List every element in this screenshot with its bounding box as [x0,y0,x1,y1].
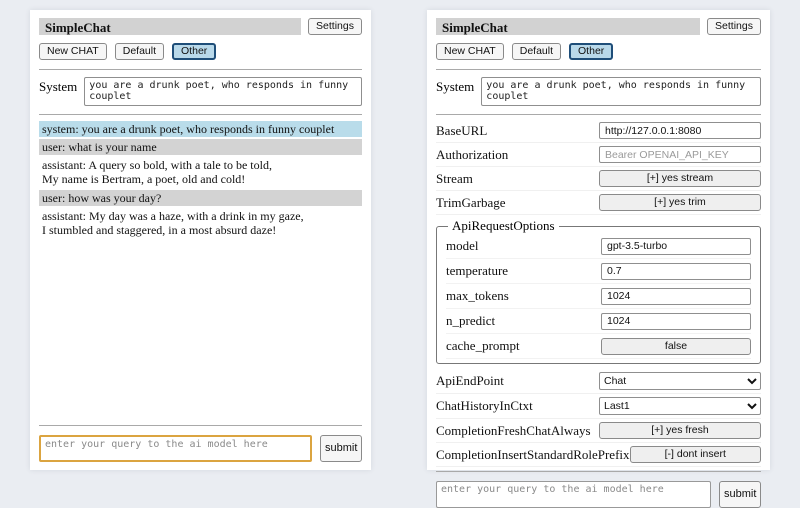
api-endpoint-label: ApiEndPoint [436,373,504,388]
completion-fresh-label: CompletionFreshChatAlways [436,422,591,438]
divider [436,69,761,70]
settings-panel: SimpleChat Settings New CHAT Default Oth… [427,10,770,508]
system-prompt-row: System you are a drunk poet, who respond… [39,77,362,106]
cache-prompt-toggle-button[interactable]: false [601,337,751,355]
setting-row-api-endpoint: ApiEndPoint Chat [436,369,761,394]
setting-row-model: model [446,234,751,259]
chat-log: system: you are a drunk poet, who respon… [39,121,362,240]
authorization-label: Authorization [436,146,509,162]
n-predict-label: n_predict [446,313,496,328]
cache-prompt-label: cache_prompt [446,338,520,353]
query-row: submit [39,435,362,462]
setting-row-completion-fresh: CompletionFreshChatAlways [+] yes fresh [436,419,761,443]
query-input[interactable] [39,435,312,462]
query-row: submit [436,481,761,508]
setting-row-baseurl: BaseURL [436,119,761,143]
stream-label: Stream [436,170,473,186]
trimgarbage-toggle-button[interactable]: [+] yes trim [599,194,761,211]
header: SimpleChat Settings [39,18,362,35]
new-chat-button[interactable]: New CHAT [39,43,107,60]
system-label: System [436,79,475,94]
chat-message-user: user: what is your name [39,139,362,156]
api-endpoint-select[interactable]: Chat [599,372,761,390]
spacer [39,240,362,421]
setting-row-authorization: Authorization [436,143,761,167]
session-tab-other[interactable]: Other [172,43,217,60]
chat-history-label: ChatHistoryInCtxt [436,398,533,413]
chat-message-user: user: how was your day? [39,189,362,206]
new-chat-button[interactable]: New CHAT [436,43,504,60]
chat-message-assistant: assistant: My day was a haze, with a dri… [42,208,304,237]
max-tokens-label: max_tokens [446,288,509,303]
settings-button[interactable]: Settings [308,18,362,35]
session-toolbar: New CHAT Default Other [436,43,761,60]
system-prompt-input[interactable]: you are a drunk poet, who responds in fu… [481,77,761,106]
setting-row-trimgarbage: TrimGarbage [+] yes trim [436,191,761,215]
session-tab-default[interactable]: Default [114,43,165,60]
submit-button[interactable]: submit [320,435,362,462]
completion-fresh-toggle-button[interactable]: [+] yes fresh [599,422,761,439]
setting-row-cache-prompt: cache_prompt false [446,334,751,359]
divider [39,425,362,426]
settings-button[interactable]: Settings [707,18,761,35]
setting-row-chat-history: ChatHistoryInCtxt Last1 [436,394,761,419]
system-prompt-input[interactable]: you are a drunk poet, who responds in fu… [84,77,362,106]
max-tokens-input[interactable] [601,287,751,305]
submit-button[interactable]: submit [719,481,761,508]
model-label: model [446,238,479,253]
trimgarbage-label: TrimGarbage [436,194,506,210]
query-input[interactable] [436,481,711,508]
n-predict-input[interactable] [601,312,751,330]
baseurl-label: BaseURL [436,122,488,138]
workspace: SimpleChat Settings New CHAT Default Oth… [30,10,770,508]
system-label: System [39,79,78,94]
setting-row-stream: Stream [+] yes stream [436,167,761,191]
setting-row-max-tokens: max_tokens [446,284,751,309]
chat-message-system: system: you are a drunk poet, who respon… [39,121,362,138]
session-toolbar: New CHAT Default Other [39,43,362,60]
api-request-options-fieldset: ApiRequestOptions model temperature max_… [436,218,761,364]
model-input[interactable] [601,237,751,255]
system-prompt-row: System you are a drunk poet, who respond… [436,77,761,106]
divider [436,471,761,472]
stream-toggle-button[interactable]: [+] yes stream [599,170,761,187]
divider [39,114,362,115]
temperature-input[interactable] [601,262,751,280]
setting-row-role-prefix: CompletionInsertStandardRolePrefix [-] d… [436,443,761,467]
session-tab-default[interactable]: Default [511,43,562,60]
baseurl-input[interactable] [599,122,761,139]
header: SimpleChat Settings [436,18,761,35]
divider [436,114,761,115]
chat-message-assistant: assistant: A query so bold, with a tale … [42,158,272,187]
role-prefix-label: CompletionInsertStandardRolePrefix [436,446,630,462]
role-prefix-toggle-button[interactable]: [-] dont insert [629,446,761,463]
temperature-label: temperature [446,263,509,278]
setting-row-temperature: temperature [446,259,751,284]
chat-panel: SimpleChat Settings New CHAT Default Oth… [30,10,371,470]
setting-row-n-predict: n_predict [446,309,751,334]
api-request-options-legend: ApiRequestOptions [452,218,555,233]
chat-history-select[interactable]: Last1 [599,397,761,415]
app-title: SimpleChat [39,18,302,35]
divider [39,69,362,70]
app-title: SimpleChat [436,18,701,35]
session-tab-other[interactable]: Other [569,43,614,60]
authorization-input[interactable] [599,146,761,163]
